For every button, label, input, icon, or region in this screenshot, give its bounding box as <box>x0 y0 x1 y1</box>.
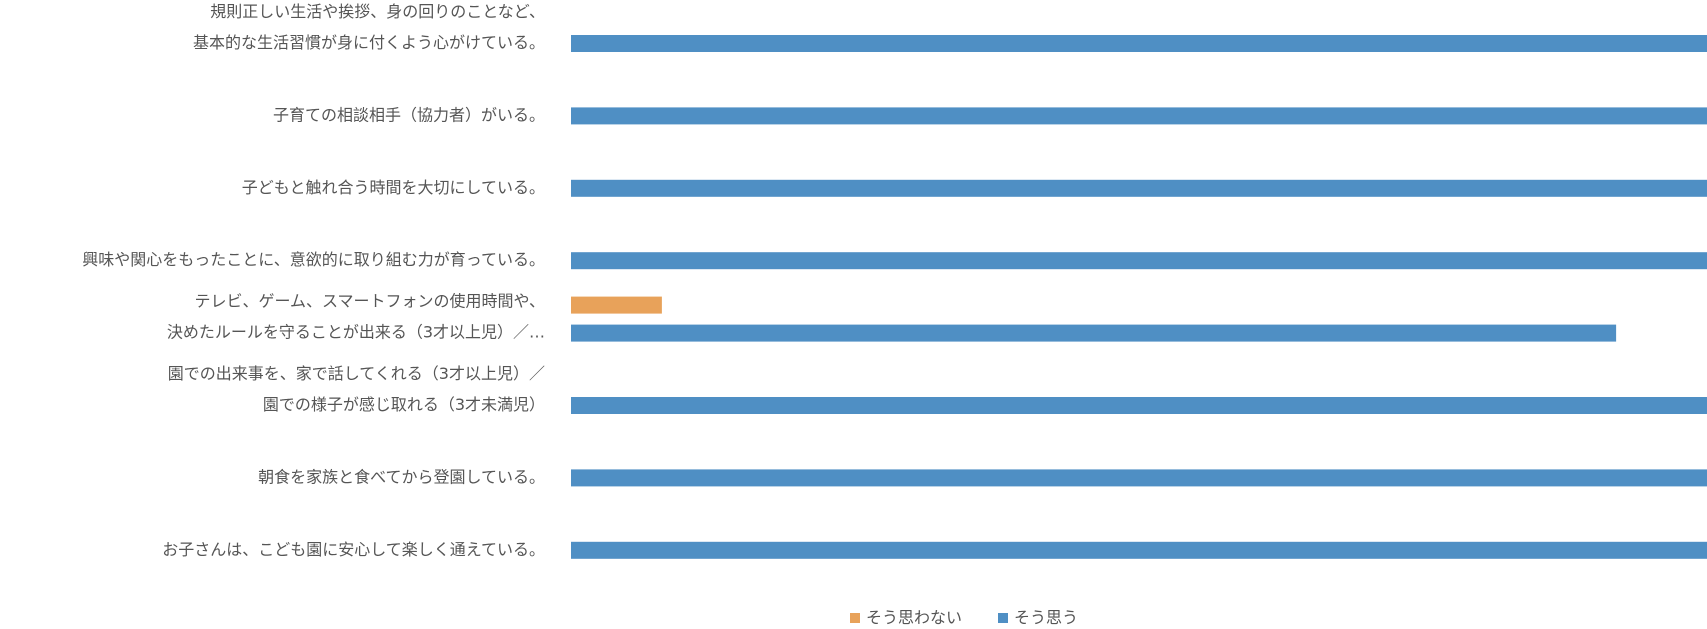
bar-agree <box>571 252 1707 270</box>
bar-agree <box>571 541 1707 559</box>
category-label: テレビ、ゲーム、スマートフォンの使用時間や、 <box>194 292 545 311</box>
bar-marks <box>571 35 1707 559</box>
bar-agree <box>571 324 1617 342</box>
category-label: 朝食を家族と食べてから登園している。 <box>258 467 545 486</box>
bar-disagree <box>571 296 662 314</box>
bar-agree <box>571 397 1707 414</box>
category-label: お子さんは、こども園に安心して楽しく通えている。 <box>162 540 545 559</box>
category-labels: 規則正しい生活や挨拶、身の回りのことなど、基本的な生活習慣が身に付くよう心がけて… <box>82 2 545 559</box>
bar-agree <box>571 179 1707 197</box>
category-label: 子育ての相談相手（協力者）がいる。 <box>273 105 545 124</box>
category-label: 興味や関心をもったことに、意欲的に取り組む力が育っている。 <box>82 250 545 269</box>
category-label: 園での出来事を、家で話してくれる（3才以上児）／ <box>168 364 545 383</box>
legend: そう思わない そう思う <box>850 608 1078 627</box>
category-label: 園での様子が感じ取れる（3才未満児） <box>263 395 545 414</box>
bar-agree <box>571 35 1707 52</box>
category-label: 規則正しい生活や挨拶、身の回りのことなど、 <box>210 2 545 21</box>
bar-agree <box>571 107 1707 125</box>
legend-swatch-disagree <box>850 613 860 623</box>
legend-label-disagree: そう思わない <box>866 608 962 627</box>
category-label: 決めたルールを守ることが出来る（3才以上児）／… <box>167 323 545 342</box>
category-label: 子どもと触れ合う時間を大切にしている。 <box>242 178 545 197</box>
category-label: 基本的な生活習慣が身に付くよう心がけている。 <box>193 33 545 52</box>
bar-agree <box>571 469 1707 487</box>
legend-swatch-agree <box>998 613 1008 623</box>
legend-label-agree: そう思う <box>1014 608 1078 627</box>
